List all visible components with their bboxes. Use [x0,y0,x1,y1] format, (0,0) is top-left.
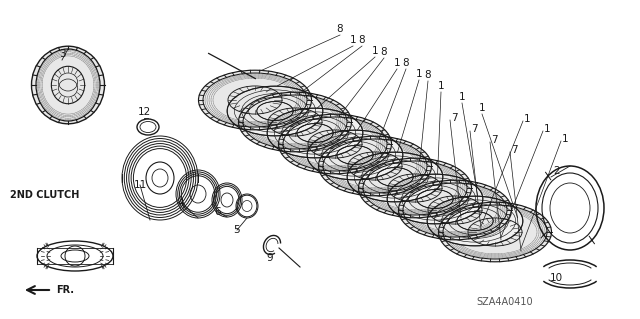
Text: 1: 1 [372,46,378,56]
Ellipse shape [427,196,523,246]
Text: 1: 1 [544,124,550,134]
Text: 1: 1 [394,58,400,68]
Text: 1: 1 [416,69,422,79]
Ellipse shape [387,174,483,224]
Text: 7: 7 [491,135,497,145]
Text: 1: 1 [479,103,485,113]
Ellipse shape [199,70,311,130]
Ellipse shape [319,136,431,196]
Ellipse shape [279,114,391,174]
Text: 7: 7 [470,124,477,134]
Text: 11: 11 [133,180,147,190]
Text: 7: 7 [511,145,517,155]
Ellipse shape [347,152,443,202]
Text: 2: 2 [553,166,559,176]
Text: SZA4A0410: SZA4A0410 [476,297,532,307]
Text: 3: 3 [59,49,65,59]
Ellipse shape [32,46,104,124]
Text: 6: 6 [214,207,221,217]
Text: 1: 1 [524,114,531,124]
Ellipse shape [307,130,403,180]
Text: 8: 8 [381,47,387,57]
Ellipse shape [359,158,471,218]
Text: 9: 9 [267,253,273,263]
Text: 1: 1 [438,81,444,91]
Text: 8: 8 [403,58,410,68]
Text: 2ND CLUTCH: 2ND CLUTCH [10,190,79,200]
Text: 10: 10 [549,273,563,283]
Ellipse shape [239,92,351,152]
Text: 8: 8 [425,70,431,80]
Text: 1: 1 [349,35,356,45]
Ellipse shape [227,86,323,136]
Ellipse shape [439,202,551,262]
Text: 1: 1 [562,134,568,144]
Text: 7: 7 [451,113,458,123]
Text: 8: 8 [358,35,365,45]
Text: 5: 5 [234,225,240,235]
Ellipse shape [267,108,363,158]
Ellipse shape [399,180,511,240]
Text: 1: 1 [459,92,465,102]
Text: 8: 8 [337,24,343,34]
Text: FR.: FR. [56,285,74,295]
Text: 12: 12 [138,107,150,117]
Text: 4: 4 [178,198,184,208]
